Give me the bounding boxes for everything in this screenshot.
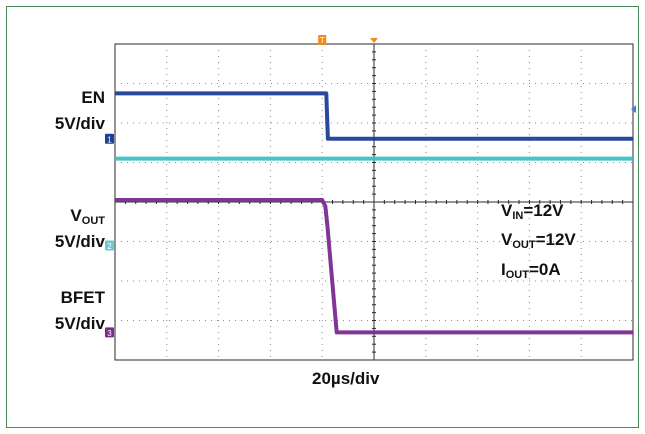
channel-3-marker-icon — [105, 327, 114, 338]
trace-en — [115, 91, 633, 141]
channel-3-marker-label: 3 — [107, 329, 112, 338]
en-scale-label: 5V/div — [54, 114, 105, 133]
vout-scale-label: 5V/div — [54, 232, 105, 251]
channel-2-marker-label: 2 — [107, 242, 112, 251]
trigger-marker-label: T — [320, 36, 325, 45]
bfet-label: BFET — [60, 288, 105, 307]
annotation-vout: VOUT=12V — [501, 230, 576, 251]
channel-2-marker-icon — [105, 240, 114, 251]
trigger-position-icon — [370, 38, 378, 43]
figure-frame: T 1 2 3 EN 5V/div VOUT 5V/div BFET 5V/div V… — [6, 6, 639, 428]
trace-vout — [115, 198, 633, 335]
channel-1-marker-icon — [105, 133, 114, 144]
annotation-iout: IOUT=0A — [501, 260, 561, 281]
oscilloscope-plot: T 1 2 3 — [105, 35, 636, 361]
trigger-level-icon — [631, 105, 636, 114]
trigger-marker-icon — [318, 35, 327, 45]
vout-label: VOUT — [70, 206, 105, 227]
bfet-scale-label: 5V/div — [54, 314, 105, 333]
en-label: EN — [81, 88, 105, 107]
annotation-vin: VIN=12V — [501, 201, 564, 222]
time-scale-label: 20µs/div — [312, 369, 380, 388]
channel-1-marker-label: 1 — [107, 135, 112, 144]
